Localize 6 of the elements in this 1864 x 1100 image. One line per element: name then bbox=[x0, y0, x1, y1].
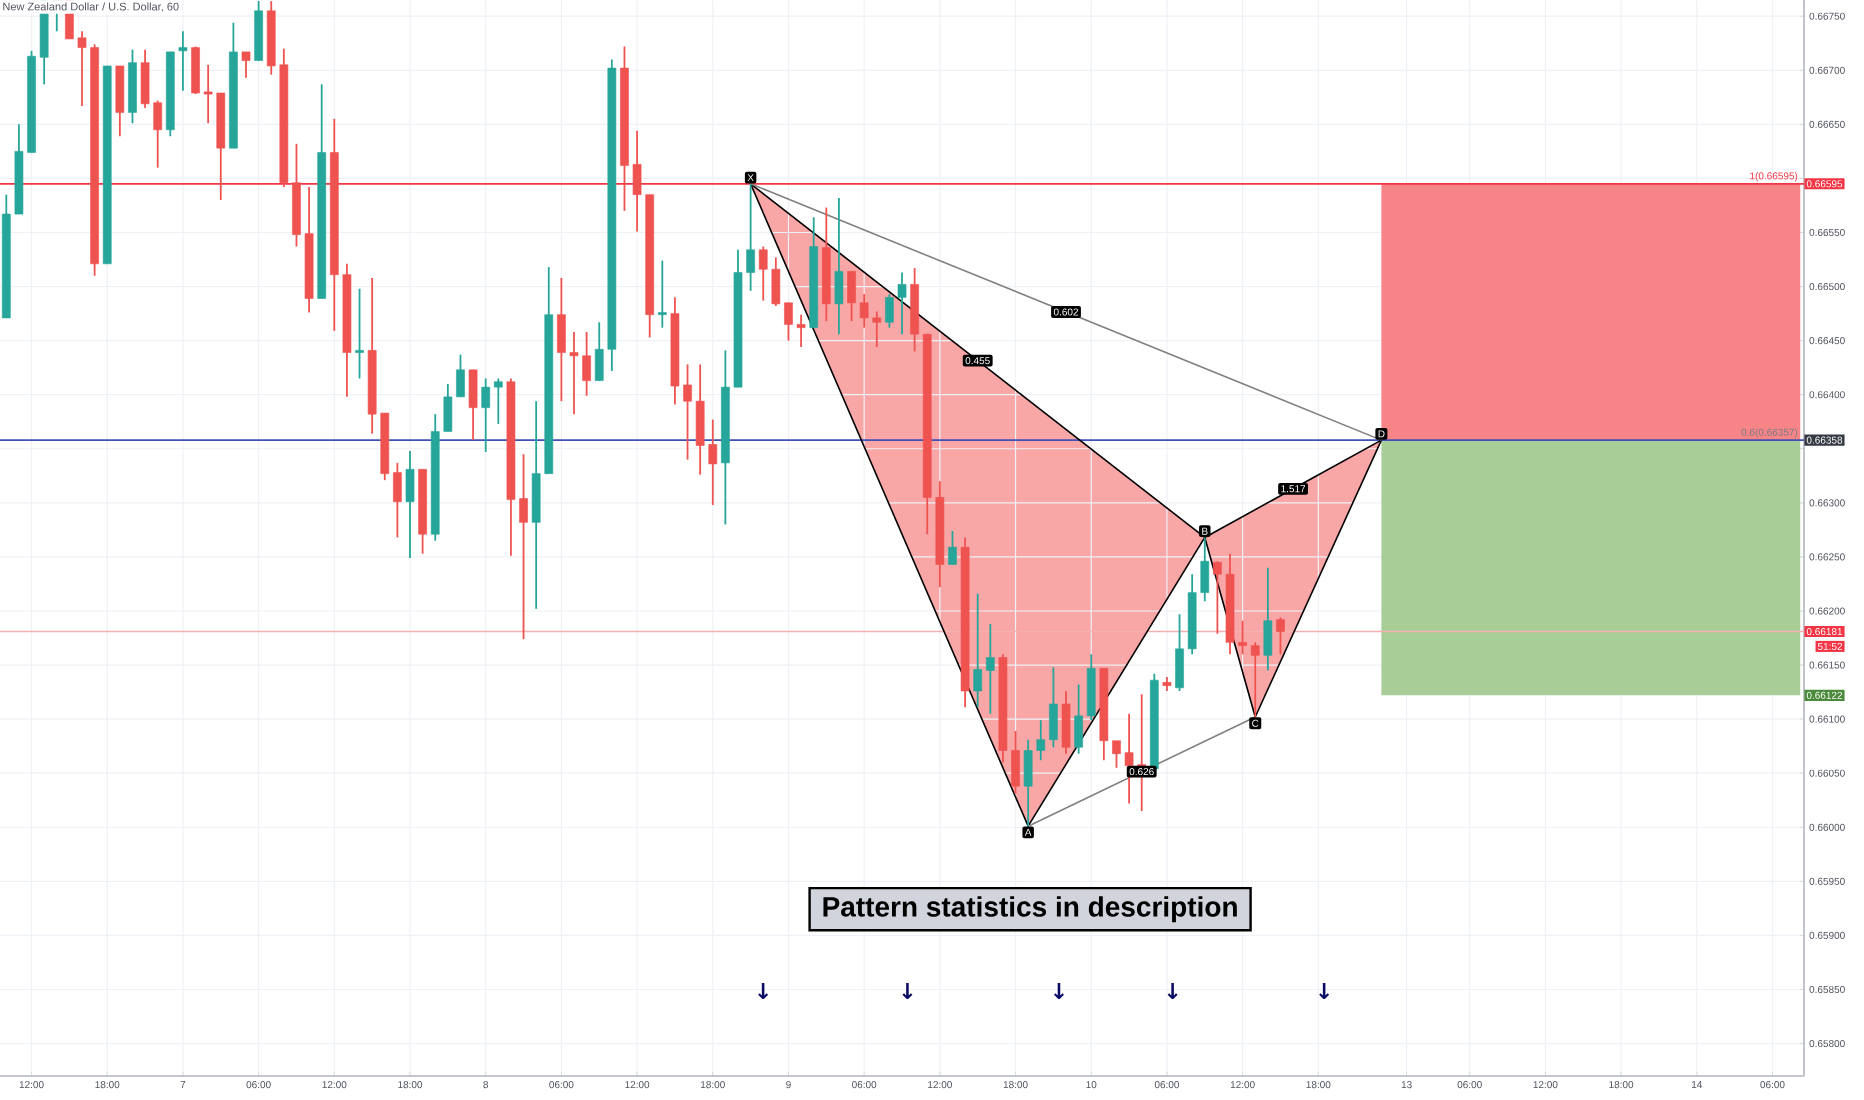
annotation: ↓ bbox=[1319, 982, 1330, 1000]
annotation: ↓ bbox=[1054, 982, 1064, 1000]
annotation: ↓ bbox=[1167, 982, 1178, 1000]
annotation: Pattern statistics in description bbox=[823, 896, 1237, 923]
annotation: ↓ bbox=[902, 982, 913, 1000]
annotation: ↓ bbox=[758, 982, 769, 1000]
